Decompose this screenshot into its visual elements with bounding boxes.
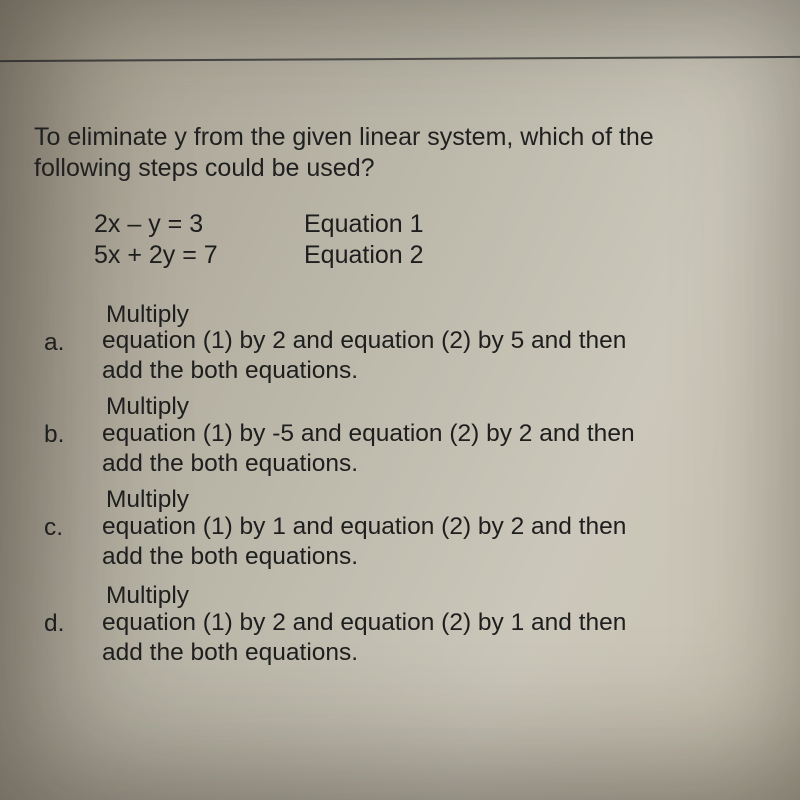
choice-b-prefix: Multiply <box>102 392 760 422</box>
equation-1-label: Equation 1 <box>304 209 424 240</box>
equation-block: 2x – y = 3 Equation 1 5x + 2y = 7 Equati… <box>94 209 760 272</box>
equation-2-expr: 5x + 2y = 7 <box>94 240 304 271</box>
choice-c-text: Multiply equation (1) by 1 and equation … <box>102 485 760 572</box>
choice-a-line1: equation (1) by 2 and equation (2) by 5 … <box>102 327 626 354</box>
choice-d-text: Multiply equation (1) by 2 and equation … <box>102 581 760 668</box>
choice-a-line2: add the both equations. <box>102 357 358 384</box>
choice-b[interactable]: b. Multiply equation (1) by -5 and equat… <box>44 392 760 479</box>
choice-b-letter: b. <box>44 392 102 450</box>
worksheet-page: To eliminate y from the given linear sys… <box>0 0 800 800</box>
answer-choices: a. Multiply equation (1) by 2 and equati… <box>44 300 760 669</box>
choice-c-prefix: Multiply <box>102 485 760 515</box>
choice-c-line1: equation (1) by 1 and equation (2) by 2 … <box>102 513 626 540</box>
choice-a-prefix: Multiply <box>102 300 760 330</box>
choice-d-line1: equation (1) by 2 and equation (2) by 1 … <box>102 609 626 636</box>
choice-d-letter: d. <box>44 581 102 639</box>
question-line-1: To eliminate y from the given linear sys… <box>34 123 654 151</box>
choice-c[interactable]: c. Multiply equation (1) by 1 and equati… <box>44 485 760 572</box>
question-line-2: following steps could be used? <box>34 154 375 182</box>
choice-c-letter: c. <box>44 485 102 543</box>
choice-a-text: Multiply equation (1) by 2 and equation … <box>102 300 760 387</box>
choice-a-letter: a. <box>44 300 102 358</box>
choice-b-line2: add the both equations. <box>102 450 358 477</box>
equation-2-label: Equation 2 <box>304 240 424 271</box>
equation-row-1: 2x – y = 3 Equation 1 <box>94 209 760 240</box>
choice-d-line2: add the both equations. <box>102 639 358 666</box>
choice-b-text: Multiply equation (1) by -5 and equation… <box>102 392 760 479</box>
choice-d-prefix: Multiply <box>102 581 760 611</box>
equation-1-expr: 2x – y = 3 <box>94 209 304 240</box>
choice-b-line1: equation (1) by -5 and equation (2) by 2… <box>102 420 635 447</box>
choice-a[interactable]: a. Multiply equation (1) by 2 and equati… <box>44 300 760 387</box>
problem-content: To eliminate y from the given linear sys… <box>34 122 760 674</box>
choice-c-line2: add the both equations. <box>102 543 358 570</box>
equation-row-2: 5x + 2y = 7 Equation 2 <box>94 240 760 271</box>
question-stem: To eliminate y from the given linear sys… <box>34 122 760 183</box>
horizontal-rule <box>0 56 800 62</box>
choice-d[interactable]: d. Multiply equation (1) by 2 and equati… <box>44 581 760 668</box>
